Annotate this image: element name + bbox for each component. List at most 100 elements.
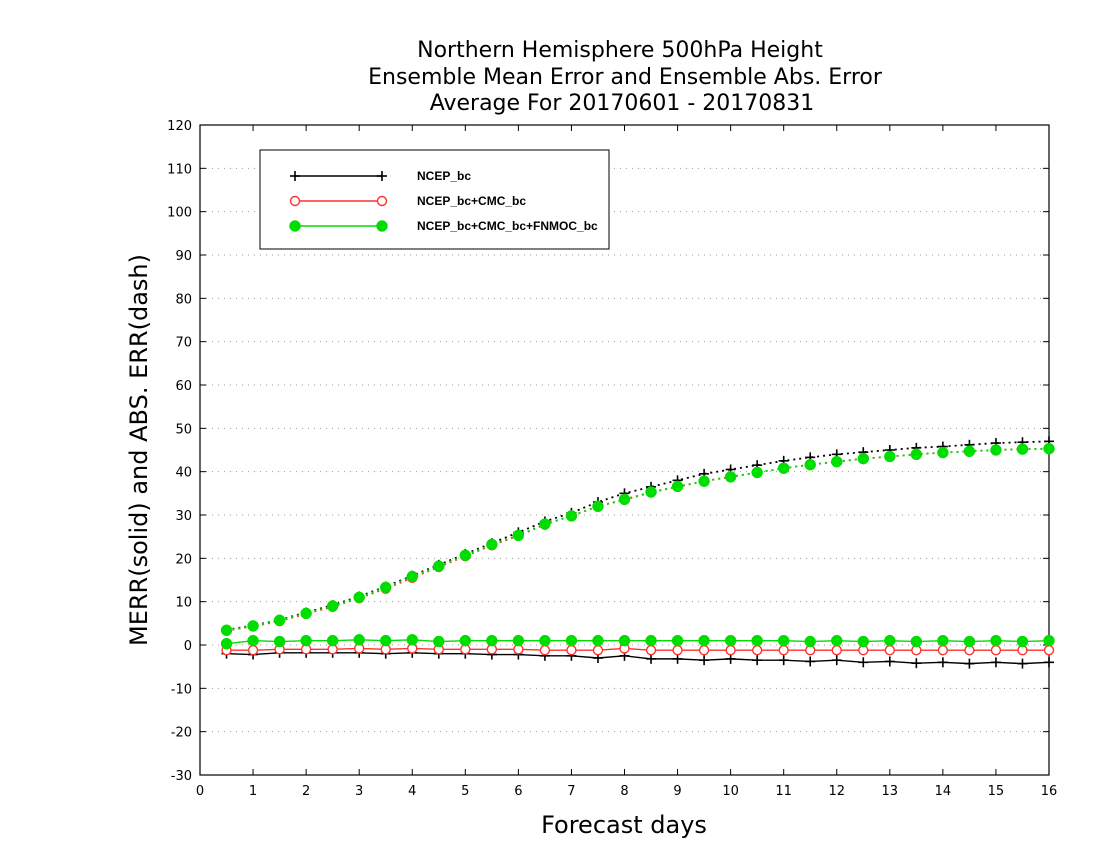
mean-error-point bbox=[247, 645, 259, 656]
abs-error-point bbox=[1016, 443, 1029, 455]
y-tick-label: 40 bbox=[175, 466, 192, 481]
abs-error-point bbox=[379, 581, 392, 594]
mean-error-point bbox=[990, 645, 1002, 656]
mean-error-point bbox=[539, 645, 551, 656]
mean-error-point bbox=[672, 653, 683, 664]
mean-error-point bbox=[459, 634, 472, 647]
y-tick-label: 20 bbox=[175, 552, 192, 567]
y-tick-label: -30 bbox=[171, 769, 192, 784]
y-tick-label: 0 bbox=[184, 639, 192, 654]
x-tick-label: 2 bbox=[302, 784, 310, 799]
abs-error-point bbox=[645, 486, 657, 498]
mean-error-point bbox=[645, 645, 657, 656]
x-axis-title: Forecast days bbox=[541, 811, 707, 839]
abs-error-point bbox=[777, 462, 790, 474]
abs-error-point bbox=[326, 600, 339, 612]
x-tick-label: 8 bbox=[620, 784, 628, 799]
legend-sample-1 bbox=[289, 195, 388, 207]
abs-error-point bbox=[963, 445, 976, 458]
mean-error-point bbox=[592, 634, 604, 647]
mean-error-point bbox=[699, 655, 710, 666]
y-tick-label: 90 bbox=[175, 249, 192, 264]
mean-error-point bbox=[539, 634, 551, 647]
legend-marker bbox=[376, 195, 388, 207]
y-tick-label: 50 bbox=[175, 422, 192, 437]
mean-error-point bbox=[1016, 635, 1029, 648]
mean-error-point bbox=[725, 645, 736, 656]
x-tick-label: 0 bbox=[196, 784, 204, 799]
mean-error-point bbox=[406, 634, 418, 646]
legend-marker bbox=[290, 171, 300, 181]
mean-error-point bbox=[566, 645, 577, 656]
abs-error-point bbox=[247, 620, 259, 632]
abs-error-point bbox=[353, 591, 365, 604]
abs-error-point bbox=[1043, 442, 1055, 455]
series-layer bbox=[220, 436, 1055, 669]
legend-box bbox=[259, 149, 610, 250]
abs-error-point bbox=[698, 475, 710, 487]
abs-error-line bbox=[226, 447, 1050, 632]
y-tick-label: 110 bbox=[167, 162, 192, 177]
mean-error-point bbox=[1043, 645, 1055, 656]
legend-label-ncep-cmc: NCEP_bc+CMC_bc bbox=[417, 194, 526, 208]
mean-error-point bbox=[778, 655, 789, 666]
y-tick-label: -10 bbox=[171, 682, 192, 697]
x-tick-label: 13 bbox=[882, 784, 899, 799]
mean-error-point bbox=[937, 657, 948, 668]
mean-error-point bbox=[910, 635, 923, 648]
mean-error-point bbox=[326, 634, 339, 647]
abs-error-point bbox=[565, 510, 578, 522]
y-tick-label: 60 bbox=[175, 379, 192, 394]
mean-error-point bbox=[751, 645, 763, 656]
mean-error-point bbox=[1043, 634, 1055, 647]
mean-error-point bbox=[990, 634, 1002, 647]
mean-error-point bbox=[645, 634, 657, 647]
abs-error-point bbox=[433, 560, 445, 572]
abs-error-point bbox=[220, 624, 233, 637]
abs-error-line bbox=[226, 447, 1050, 632]
abs-error-point bbox=[539, 518, 551, 530]
mean-error-point bbox=[512, 634, 525, 647]
legend: NCEP_bc NCEP_bc+CMC_bc NCEP_bc+CMC_bc+FN… bbox=[259, 149, 610, 250]
y-tick-label: 120 bbox=[167, 119, 192, 134]
abs-error-point bbox=[671, 480, 684, 493]
mean-error-point bbox=[698, 634, 710, 647]
mean-error-point bbox=[831, 645, 842, 656]
mean-error-point bbox=[937, 645, 949, 656]
mean-error-point bbox=[831, 634, 843, 647]
x-tick-label: 14 bbox=[935, 784, 952, 799]
mean-error-point bbox=[672, 645, 683, 656]
mean-error-point bbox=[1017, 658, 1028, 669]
abs-error-point bbox=[910, 448, 923, 461]
mean-error-point bbox=[646, 653, 657, 664]
abs-error-point bbox=[592, 500, 604, 513]
abs-error-point bbox=[937, 446, 949, 459]
x-tick-label: 11 bbox=[775, 784, 792, 799]
y-tick-label: 100 bbox=[167, 206, 192, 221]
mean-error-point bbox=[592, 645, 604, 656]
abs-error-point bbox=[512, 529, 525, 542]
mean-error-line bbox=[226, 652, 1050, 665]
y-tick-label: 70 bbox=[175, 336, 192, 351]
abs-error-point bbox=[459, 549, 472, 562]
series-0 bbox=[221, 436, 1054, 669]
mean-error-point bbox=[618, 634, 631, 647]
mean-error-point bbox=[565, 634, 578, 647]
x-tick-label: 6 bbox=[514, 784, 522, 799]
x-tick-label: 12 bbox=[828, 784, 845, 799]
x-tick-label: 16 bbox=[1041, 784, 1058, 799]
y-tick-label: -20 bbox=[171, 726, 192, 741]
abs-error-point bbox=[804, 458, 816, 471]
x-tick-label: 15 bbox=[988, 784, 1005, 799]
mean-error-point bbox=[273, 635, 286, 648]
abs-error-point bbox=[618, 493, 631, 506]
x-tick-label: 4 bbox=[408, 784, 416, 799]
mean-error-point bbox=[778, 645, 789, 656]
mean-error-point bbox=[857, 635, 870, 648]
chart-title: Northern Hemisphere 500hPa Height Ensemb… bbox=[368, 38, 883, 116]
abs-error-point bbox=[884, 450, 896, 463]
title-line-3: Average For 20170601 - 20170831 bbox=[430, 91, 815, 116]
series-2 bbox=[220, 442, 1055, 650]
mean-error-point bbox=[964, 658, 975, 669]
